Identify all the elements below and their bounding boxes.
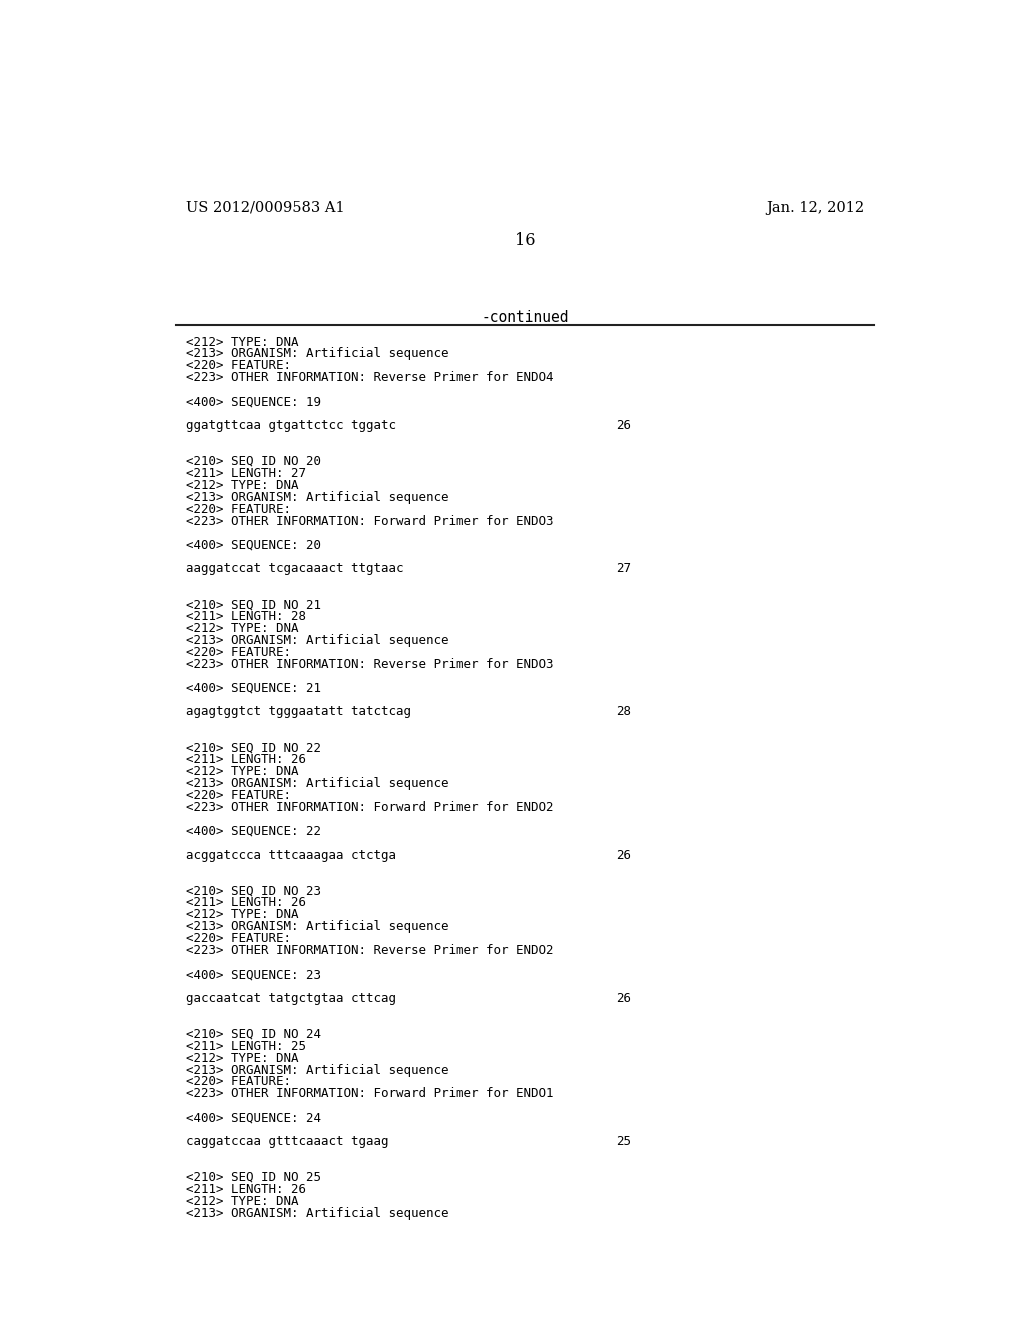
Text: <223> OTHER INFORMATION: Forward Primer for ENDO3: <223> OTHER INFORMATION: Forward Primer … xyxy=(186,515,554,528)
Text: <400> SEQUENCE: 21: <400> SEQUENCE: 21 xyxy=(186,681,322,694)
Text: 26: 26 xyxy=(616,849,631,862)
Text: <211> LENGTH: 26: <211> LENGTH: 26 xyxy=(186,1183,306,1196)
Text: <213> ORGANISM: Artificial sequence: <213> ORGANISM: Artificial sequence xyxy=(186,491,449,504)
Text: <212> TYPE: DNA: <212> TYPE: DNA xyxy=(186,622,299,635)
Text: acggatccca tttcaaagaa ctctga: acggatccca tttcaaagaa ctctga xyxy=(186,849,396,862)
Text: gaccaatcat tatgctgtaa cttcag: gaccaatcat tatgctgtaa cttcag xyxy=(186,991,396,1005)
Text: US 2012/0009583 A1: US 2012/0009583 A1 xyxy=(186,201,345,215)
Text: ggatgttcaa gtgattctcc tggatc: ggatgttcaa gtgattctcc tggatc xyxy=(186,418,396,432)
Text: 16: 16 xyxy=(514,231,536,248)
Text: <211> LENGTH: 27: <211> LENGTH: 27 xyxy=(186,467,306,479)
Text: <400> SEQUENCE: 24: <400> SEQUENCE: 24 xyxy=(186,1111,322,1125)
Text: <212> TYPE: DNA: <212> TYPE: DNA xyxy=(186,1195,299,1208)
Text: <223> OTHER INFORMATION: Reverse Primer for ENDO2: <223> OTHER INFORMATION: Reverse Primer … xyxy=(186,944,554,957)
Text: <213> ORGANISM: Artificial sequence: <213> ORGANISM: Artificial sequence xyxy=(186,347,449,360)
Text: <213> ORGANISM: Artificial sequence: <213> ORGANISM: Artificial sequence xyxy=(186,1206,449,1220)
Text: <400> SEQUENCE: 20: <400> SEQUENCE: 20 xyxy=(186,539,322,552)
Text: <220> FEATURE:: <220> FEATURE: xyxy=(186,789,291,803)
Text: 26: 26 xyxy=(616,418,631,432)
Text: 27: 27 xyxy=(616,562,631,576)
Text: <223> OTHER INFORMATION: Forward Primer for ENDO1: <223> OTHER INFORMATION: Forward Primer … xyxy=(186,1088,554,1101)
Text: aaggatccat tcgacaaact ttgtaac: aaggatccat tcgacaaact ttgtaac xyxy=(186,562,403,576)
Text: <400> SEQUENCE: 22: <400> SEQUENCE: 22 xyxy=(186,825,322,838)
Text: <210> SEQ ID NO 24: <210> SEQ ID NO 24 xyxy=(186,1028,322,1040)
Text: <212> TYPE: DNA: <212> TYPE: DNA xyxy=(186,908,299,921)
Text: <212> TYPE: DNA: <212> TYPE: DNA xyxy=(186,335,299,348)
Text: <220> FEATURE:: <220> FEATURE: xyxy=(186,932,291,945)
Text: <210> SEQ ID NO 25: <210> SEQ ID NO 25 xyxy=(186,1171,322,1184)
Text: <223> OTHER INFORMATION: Reverse Primer for ENDO3: <223> OTHER INFORMATION: Reverse Primer … xyxy=(186,657,554,671)
Text: 28: 28 xyxy=(616,705,631,718)
Text: <400> SEQUENCE: 23: <400> SEQUENCE: 23 xyxy=(186,968,322,981)
Text: <212> TYPE: DNA: <212> TYPE: DNA xyxy=(186,766,299,779)
Text: <400> SEQUENCE: 19: <400> SEQUENCE: 19 xyxy=(186,395,322,408)
Text: <213> ORGANISM: Artificial sequence: <213> ORGANISM: Artificial sequence xyxy=(186,1064,449,1077)
Text: <212> TYPE: DNA: <212> TYPE: DNA xyxy=(186,479,299,492)
Text: <213> ORGANISM: Artificial sequence: <213> ORGANISM: Artificial sequence xyxy=(186,777,449,791)
Text: <210> SEQ ID NO 23: <210> SEQ ID NO 23 xyxy=(186,884,322,898)
Text: <223> OTHER INFORMATION: Forward Primer for ENDO2: <223> OTHER INFORMATION: Forward Primer … xyxy=(186,801,554,814)
Text: 25: 25 xyxy=(616,1135,631,1148)
Text: 26: 26 xyxy=(616,991,631,1005)
Text: <210> SEQ ID NO 21: <210> SEQ ID NO 21 xyxy=(186,598,322,611)
Text: <220> FEATURE:: <220> FEATURE: xyxy=(186,1076,291,1089)
Text: <210> SEQ ID NO 20: <210> SEQ ID NO 20 xyxy=(186,455,322,467)
Text: <211> LENGTH: 26: <211> LENGTH: 26 xyxy=(186,754,306,766)
Text: <220> FEATURE:: <220> FEATURE: xyxy=(186,503,291,516)
Text: <213> ORGANISM: Artificial sequence: <213> ORGANISM: Artificial sequence xyxy=(186,634,449,647)
Text: <223> OTHER INFORMATION: Reverse Primer for ENDO4: <223> OTHER INFORMATION: Reverse Primer … xyxy=(186,371,554,384)
Text: caggatccaa gtttcaaact tgaag: caggatccaa gtttcaaact tgaag xyxy=(186,1135,389,1148)
Text: agagtggtct tgggaatatt tatctcag: agagtggtct tgggaatatt tatctcag xyxy=(186,705,411,718)
Text: <213> ORGANISM: Artificial sequence: <213> ORGANISM: Artificial sequence xyxy=(186,920,449,933)
Text: <212> TYPE: DNA: <212> TYPE: DNA xyxy=(186,1052,299,1065)
Text: <210> SEQ ID NO 22: <210> SEQ ID NO 22 xyxy=(186,742,322,754)
Text: <220> FEATURE:: <220> FEATURE: xyxy=(186,359,291,372)
Text: -continued: -continued xyxy=(481,310,568,325)
Text: <211> LENGTH: 25: <211> LENGTH: 25 xyxy=(186,1040,306,1052)
Text: Jan. 12, 2012: Jan. 12, 2012 xyxy=(766,201,864,215)
Text: <211> LENGTH: 28: <211> LENGTH: 28 xyxy=(186,610,306,623)
Text: <211> LENGTH: 26: <211> LENGTH: 26 xyxy=(186,896,306,909)
Text: <220> FEATURE:: <220> FEATURE: xyxy=(186,645,291,659)
